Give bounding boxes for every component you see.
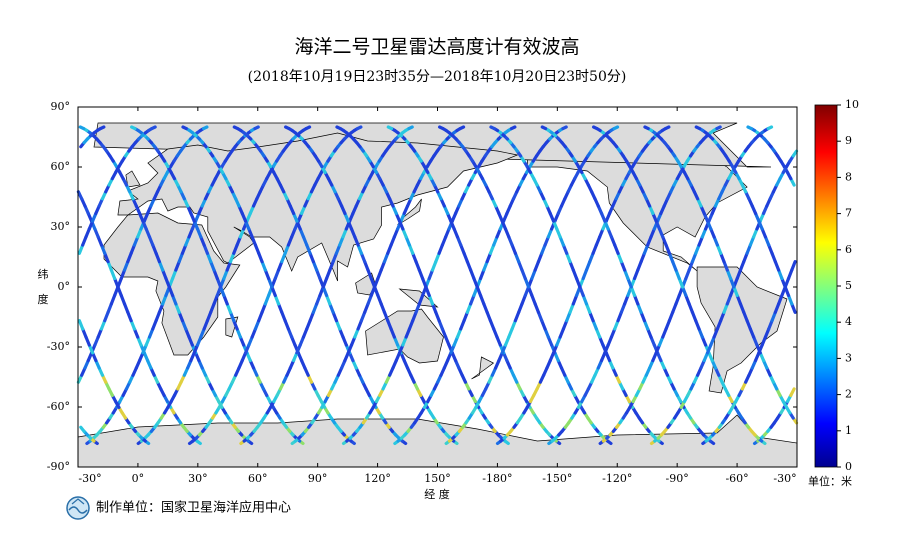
track-segment — [509, 125, 517, 131]
track-segment — [78, 125, 86, 131]
track-segment — [489, 125, 496, 131]
track-segment — [694, 125, 702, 131]
x-tick-label: -180° — [482, 472, 512, 485]
subtitle: (2018年10月19日23时35分—2018年10月20日23时50分) — [248, 69, 627, 85]
continent — [471, 356, 495, 380]
colorbar-tick-label: 9 — [845, 134, 852, 147]
x-tick-label: -30° — [78, 472, 101, 485]
x-tick-label: 0° — [132, 472, 145, 485]
logo — [66, 496, 90, 520]
track-segment — [386, 125, 394, 131]
title: 海洋二号卫星雷达高度计有效波高 — [294, 36, 579, 58]
y-tick-label: 0° — [58, 280, 71, 293]
continent — [117, 132, 519, 282]
track-segment — [791, 149, 799, 158]
x-tick-label: 150° — [424, 472, 451, 485]
y-tick-label: 90° — [51, 100, 71, 113]
x-tick-label: -90° — [666, 472, 689, 485]
colorbar-tick-label: 10 — [845, 98, 859, 111]
track-segment — [335, 125, 342, 131]
x-tick-label: -30° — [773, 472, 796, 485]
track-segment — [643, 125, 650, 131]
y-tick-label: 30° — [51, 220, 71, 233]
y-tick-label: -60° — [47, 400, 70, 413]
y-tick-label: 60° — [51, 160, 71, 173]
track-segment — [458, 125, 466, 131]
colorbar-tick-label: 1 — [845, 424, 852, 437]
colorbar-tick-label: 2 — [845, 388, 852, 401]
track-segment — [356, 125, 363, 131]
satellite-tracks — [76, 125, 799, 446]
y-axis-label: 纬 — [38, 268, 49, 281]
track-segment — [437, 125, 445, 131]
track-segment — [130, 125, 137, 131]
x-tick-label: -150° — [542, 472, 572, 485]
track-segment — [663, 125, 671, 131]
track-segment — [612, 125, 620, 131]
track-segment — [232, 125, 240, 131]
track-segment — [76, 190, 84, 201]
x-tick-label: 30° — [188, 472, 208, 485]
x-tick-label: 120° — [364, 472, 391, 485]
track-segment — [79, 425, 86, 433]
track-segment — [591, 125, 599, 131]
colorbar-tick-label: 6 — [845, 243, 852, 256]
colorbar-tick-label: 8 — [845, 170, 852, 183]
colorbar-tick-label: 5 — [845, 279, 852, 292]
track-segment — [253, 125, 260, 131]
track-segment — [407, 125, 414, 131]
colorbar — [814, 104, 838, 468]
x-tick-label: 90° — [308, 472, 328, 485]
track-segment — [98, 125, 106, 131]
track-segment — [202, 125, 209, 131]
y-axis-label: 度 — [38, 292, 49, 306]
x-tick-label: 60° — [248, 472, 268, 485]
track-segment — [561, 125, 568, 131]
track-segment — [150, 125, 157, 131]
x-tick-label: -120° — [602, 472, 632, 485]
y-tick-label: -30° — [47, 340, 70, 353]
footer: 制作单位：国家卫星海洋应用中心 — [96, 500, 291, 516]
track-segment — [284, 125, 291, 131]
track-segment — [77, 319, 85, 331]
track-segment — [181, 125, 188, 131]
track-segment — [789, 387, 796, 397]
track-segment — [304, 125, 312, 131]
x-tick-label: -60° — [725, 472, 748, 485]
track-segment — [790, 260, 797, 272]
track-segment — [540, 125, 548, 131]
colorbar-tick-label: 7 — [845, 207, 852, 220]
colorbar-tick-label: 0 — [845, 460, 852, 473]
track-segment — [746, 125, 753, 131]
colorbar-tick-label: 4 — [845, 315, 852, 328]
track-segment — [766, 125, 774, 131]
track-segment — [715, 125, 722, 131]
x-axis-label: 经 度 — [424, 487, 450, 501]
colorbar-tick-label: 3 — [845, 351, 852, 364]
y-tick-label: -90° — [47, 460, 70, 473]
continent — [398, 288, 439, 308]
continent — [696, 266, 788, 394]
continent — [125, 170, 141, 188]
colorbar-unit: 单位：米 — [808, 474, 852, 488]
